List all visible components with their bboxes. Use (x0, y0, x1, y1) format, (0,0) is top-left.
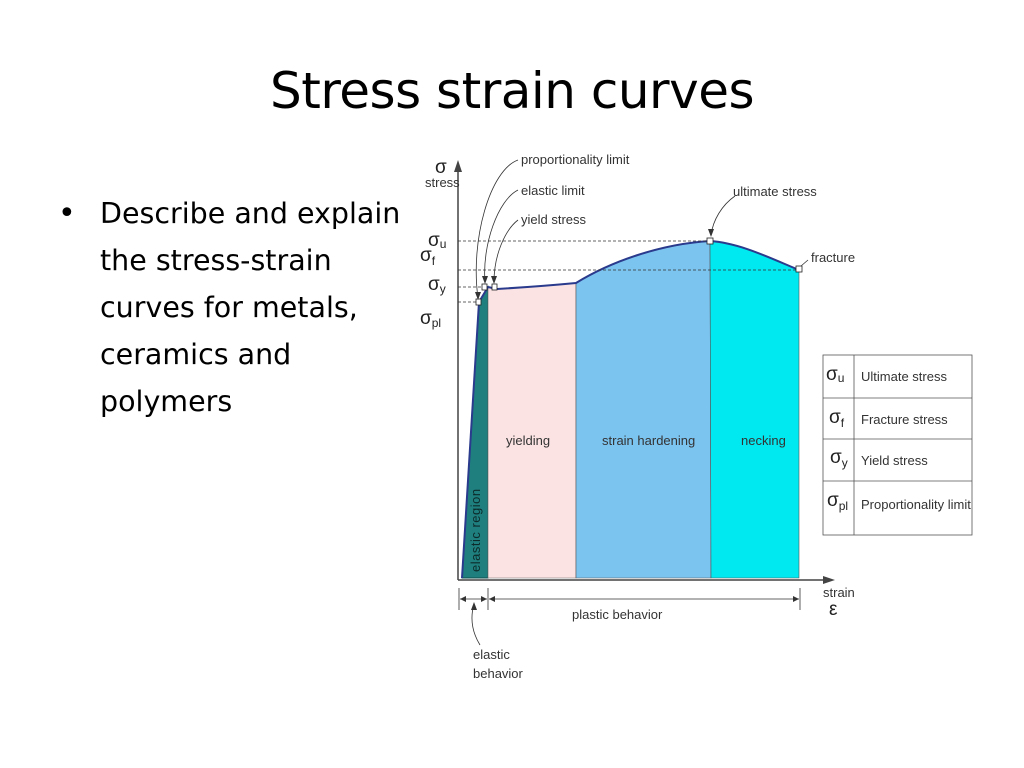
legend-label-fracture: Fracture stress (861, 412, 948, 427)
stress-strain-diagram: proportionality limit elastic limit yiel… (420, 152, 973, 681)
legend-symbol-yield: σy (830, 447, 848, 470)
elastic-limit-label: elastic limit (521, 183, 585, 198)
plastic-bracket-right-arrow-icon (793, 596, 799, 602)
elastic-behavior-arrow-icon (471, 602, 477, 610)
plastic-bracket-left-arrow-icon (489, 596, 495, 602)
y-tick-ultimate: σu (428, 230, 446, 251)
region-label-necking: necking (741, 433, 786, 448)
fracture-label: fracture (811, 250, 855, 265)
region-necking (709, 240, 800, 579)
legend-symbol-ultimate: σu (826, 364, 844, 385)
elastic-behavior-label-line1: elastic (473, 647, 510, 662)
legend-label-ultimate: Ultimate stress (861, 369, 947, 384)
region-label-strain-hardening: strain hardening (602, 433, 695, 448)
ultimate-stress-marker (706, 237, 714, 245)
bullet-list: • Describe and explain the stress-strain… (58, 190, 403, 425)
legend-symbol-fracture: σf (829, 407, 845, 430)
x-axis-label: strain (823, 585, 855, 600)
elastic-behavior-leader (471, 603, 481, 646)
legend-label-yield: Yield stress (861, 453, 928, 468)
yield-stress-leader (493, 219, 519, 283)
region-strain-hardening (575, 240, 712, 579)
y-tick-fracture: σf (420, 245, 436, 268)
region-label-elastic: elastic region (468, 488, 483, 572)
yield-stress-label: yield stress (521, 212, 587, 227)
stress-strain-curve (461, 239, 800, 579)
legend-symbol-proportionality: σpl (827, 490, 848, 513)
elastic-limit-leader (484, 189, 519, 283)
yield-stress-arrow-icon (491, 276, 497, 284)
x-axis-arrow-icon (823, 576, 835, 584)
ultimate-stress-label: ultimate stress (733, 184, 817, 199)
bullet-item: • Describe and explain the stress-strain… (58, 190, 403, 425)
bullet-text: Describe and explain the stress-strain c… (100, 197, 401, 418)
legend-label-proportionality: Proportionality limit (861, 497, 971, 512)
yield-stress-marker (491, 283, 498, 291)
proportionality-limit-leader (475, 159, 519, 299)
fracture-leader (800, 259, 809, 267)
elastic-bracket-right-arrow-icon (481, 596, 487, 602)
bullet-icon: • (58, 196, 76, 231)
x-axis-symbol: ε (829, 599, 838, 620)
elastic-bracket-left-arrow-icon (460, 596, 466, 602)
proportionality-limit-label: proportionality limit (521, 152, 630, 167)
ultimate-stress-leader (710, 195, 736, 236)
slide-title: Stress strain curves (269, 62, 755, 120)
elastic-limit-marker (481, 283, 488, 291)
region-yielding (487, 282, 577, 579)
legend-table: σu Ultimate stress σf Fracture stress σy… (822, 354, 973, 536)
proportionality-limit-marker (475, 298, 482, 306)
y-tick-proportionality: σpl (420, 308, 441, 330)
fracture-marker (795, 265, 803, 273)
ultimate-stress-arrow-icon (708, 229, 714, 237)
y-tick-yield: σy (428, 274, 446, 296)
plastic-behavior-label: plastic behavior (572, 607, 663, 622)
legend-border (822, 354, 973, 536)
y-axis-symbol: σ (435, 157, 447, 178)
region-label-yielding: yielding (506, 433, 550, 448)
proportionality-arrow-icon (475, 292, 481, 300)
y-axis-arrow-icon (454, 160, 462, 172)
elastic-behavior-label-line2: behavior (473, 666, 524, 681)
elastic-limit-arrow-icon (482, 276, 488, 284)
y-axis-label: stress (425, 175, 460, 190)
